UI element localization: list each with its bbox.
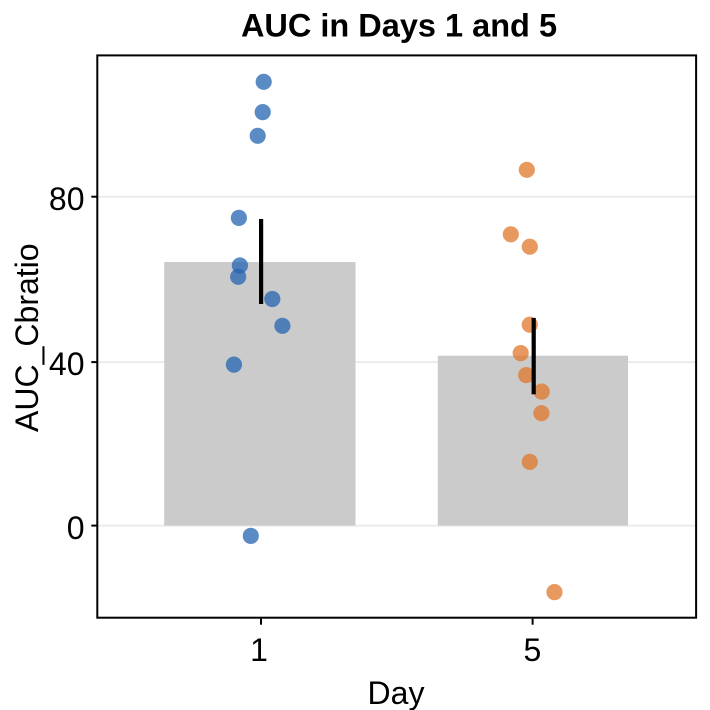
svg-text:40: 40 — [49, 346, 85, 382]
svg-text:AUC in Days 1 and 5: AUC in Days 1 and 5 — [241, 8, 557, 44]
svg-text:1: 1 — [250, 632, 268, 668]
svg-text:Day: Day — [368, 675, 425, 710]
svg-text:80: 80 — [49, 181, 85, 217]
svg-text:AUC_Cbratio: AUC_Cbratio — [9, 243, 45, 432]
svg-text:5: 5 — [524, 632, 542, 668]
svg-text:0: 0 — [67, 510, 85, 546]
